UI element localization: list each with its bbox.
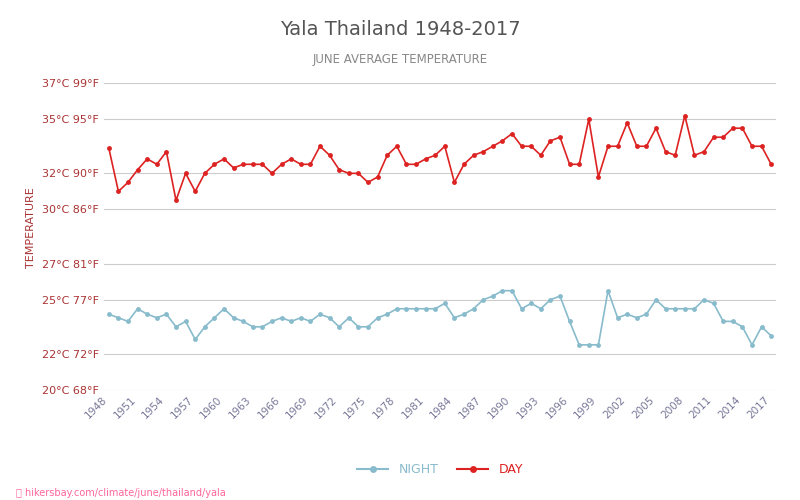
Legend: NIGHT, DAY: NIGHT, DAY <box>352 458 528 481</box>
Text: Yala Thailand 1948-2017: Yala Thailand 1948-2017 <box>280 20 520 39</box>
Text: 📍 hikersbay.com/climate/june/thailand/yala: 📍 hikersbay.com/climate/june/thailand/ya… <box>16 488 226 498</box>
Y-axis label: TEMPERATURE: TEMPERATURE <box>26 187 37 268</box>
Text: JUNE AVERAGE TEMPERATURE: JUNE AVERAGE TEMPERATURE <box>313 52 487 66</box>
